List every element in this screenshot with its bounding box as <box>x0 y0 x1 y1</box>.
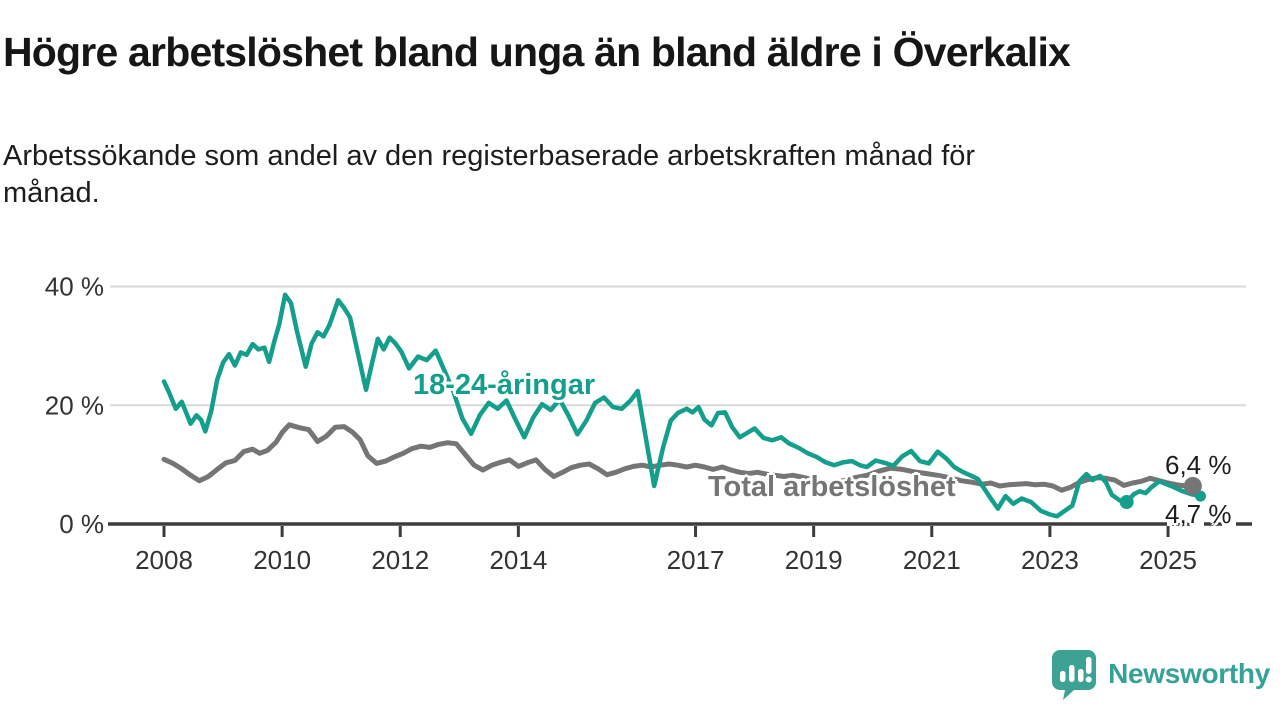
x-axis-label-2023: 2023 <box>1021 545 1079 575</box>
newsworthy-wordmark: Newsworthy <box>1108 658 1270 689</box>
x-axis-label-2025: 2025 <box>1139 545 1197 575</box>
x-axis-label-2008: 2008 <box>135 545 193 575</box>
y-axis-label-0: 0 % <box>59 509 104 539</box>
chart-subtitle: Arbetssökande som andel av den registerb… <box>3 138 1203 212</box>
end-value-label-young: 4,7 % <box>1165 499 1232 529</box>
chart-subtitle-line-1: Arbetssökande som andel av den registerb… <box>3 140 976 172</box>
newsworthy-logo: Newsworthy <box>1050 648 1270 700</box>
series-marker-0 <box>1119 495 1134 510</box>
x-axis-label-2021: 2021 <box>903 545 961 575</box>
newsworthy-icon <box>1052 650 1097 700</box>
chart-subtitle-line-2: månad. <box>3 177 100 210</box>
x-axis-label-2019: 2019 <box>785 545 843 575</box>
series-label-total: Total arbetslöshet <box>708 471 956 503</box>
series-label-young: 18-24-åringar <box>413 369 596 401</box>
chart-title: Högre arbetslöshet bland unga än bland ä… <box>3 29 1071 75</box>
end-value-label-total: 6,4 % <box>1165 450 1232 480</box>
x-axis-label-2012: 2012 <box>371 545 429 575</box>
y-axis-label-40: 40 % <box>45 272 104 302</box>
x-axis-label-2014: 2014 <box>489 545 547 575</box>
x-axis-label-2010: 2010 <box>253 545 311 575</box>
series-line-young <box>161 292 1203 519</box>
series-marker-2 <box>1183 477 1202 495</box>
x-axis-label-2017: 2017 <box>667 545 725 575</box>
y-axis-label-20: 20 % <box>45 390 104 420</box>
series-line-total <box>161 422 1196 493</box>
